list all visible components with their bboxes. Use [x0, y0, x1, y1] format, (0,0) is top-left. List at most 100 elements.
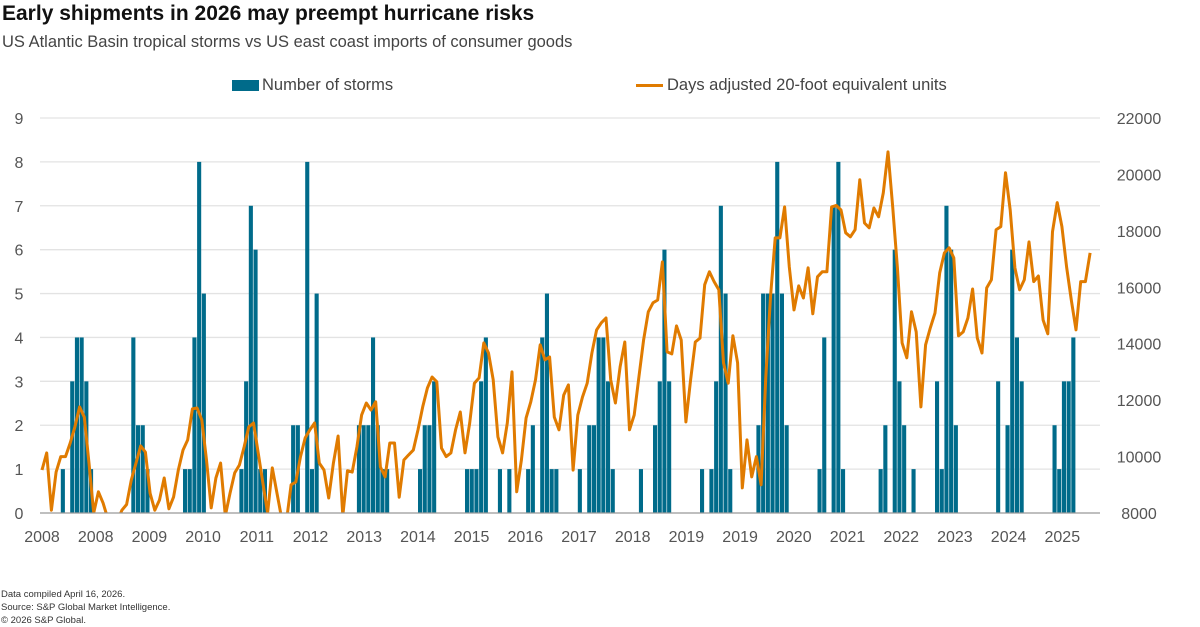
storm-bar	[427, 425, 432, 513]
left-axis-tick-label: 4	[15, 330, 24, 347]
storm-bar	[667, 381, 672, 513]
storm-bar	[765, 293, 770, 513]
left-axis-tick-label: 3	[15, 374, 24, 391]
footer-source: Source: S&P Global Market Intelligence.	[1, 602, 171, 613]
left-axis-tick-label: 5	[15, 287, 24, 304]
x-axis-tick-label: 2023	[937, 529, 973, 546]
storm-bar	[1010, 249, 1015, 513]
storm-bar	[469, 469, 474, 513]
storm-bar	[761, 293, 766, 513]
right-axis-tick-label: 16000	[1117, 280, 1162, 297]
storm-bar	[380, 469, 385, 513]
storm-bar	[314, 293, 319, 513]
storm-bar	[606, 381, 611, 513]
storm-bar	[356, 425, 361, 513]
storm-bar	[591, 425, 596, 513]
storm-bar	[601, 337, 606, 513]
storm-bar	[197, 161, 202, 513]
left-axis-tick-label: 7	[15, 199, 24, 216]
storm-bar	[192, 337, 197, 513]
storm-bar	[953, 425, 958, 513]
storm-bar	[784, 425, 789, 513]
teu-series-line	[40, 150, 1092, 513]
storm-bar	[1057, 469, 1062, 513]
storm-bar	[244, 381, 249, 513]
x-axis-tick-label: 2022	[883, 529, 919, 546]
storm-bar	[309, 469, 314, 513]
storm-bar	[530, 425, 535, 513]
storm-bar	[996, 381, 1001, 513]
storm-bar	[709, 469, 714, 513]
right-axis-tick-label: 10000	[1117, 450, 1162, 467]
left-axis-tick-label: 2	[15, 418, 24, 435]
storm-bar	[1071, 337, 1076, 513]
storm-bar	[497, 469, 502, 513]
storm-bar	[653, 425, 658, 513]
storm-bar	[70, 381, 75, 513]
storm-bar	[892, 249, 897, 513]
storm-bar	[638, 469, 643, 513]
storm-bar	[902, 425, 907, 513]
storm-bar	[549, 469, 554, 513]
storm-bar	[657, 381, 662, 513]
storm-bar	[201, 293, 206, 513]
storm-bar	[526, 469, 531, 513]
storm-bar	[418, 469, 423, 513]
storm-bar	[253, 249, 258, 513]
left-axis-tick-label: 0	[15, 506, 24, 523]
storm-bar	[779, 293, 784, 513]
x-axis-tick-label: 2008	[78, 529, 114, 546]
left-axis-tick-label: 9	[15, 111, 24, 128]
storm-bar	[662, 249, 667, 513]
x-axis-tick-label: 2024	[991, 529, 1027, 546]
right-axis-tick-label: 20000	[1117, 167, 1162, 184]
storm-bar	[939, 469, 944, 513]
storm-bar	[610, 469, 615, 513]
storm-bar	[60, 469, 65, 513]
right-axis-tick-label: 14000	[1117, 337, 1162, 354]
storm-bar	[587, 425, 592, 513]
storm-bar	[718, 205, 723, 513]
storm-bar	[385, 469, 390, 513]
storm-bar	[305, 161, 310, 513]
legend-item-storms: Number of storms	[232, 76, 393, 95]
storm-bar	[897, 381, 902, 513]
x-axis-tick-label: 2017	[561, 529, 597, 546]
storm-bar	[1019, 381, 1024, 513]
x-axis-tick-label: 2020	[776, 529, 812, 546]
storm-bar	[1052, 425, 1057, 513]
storm-bar	[507, 469, 512, 513]
storm-bar	[422, 425, 427, 513]
storm-bar	[836, 161, 841, 513]
storm-bar	[1014, 337, 1019, 513]
x-axis-tick-label: 2021	[830, 529, 866, 546]
storm-bar	[817, 469, 822, 513]
legend-swatch-bar	[232, 80, 259, 91]
storm-bar	[540, 337, 545, 513]
left-axis-tick-label: 6	[15, 243, 24, 260]
x-axis-tick-label: 2019	[669, 529, 705, 546]
storm-bar	[248, 205, 253, 513]
storm-bar	[911, 469, 916, 513]
storm-bar	[479, 381, 484, 513]
left-axis-tick-label: 8	[15, 155, 24, 172]
storm-bar	[1066, 381, 1071, 513]
legend-label-teu: Days adjusted 20-foot equivalent units	[667, 76, 947, 94]
x-axis-tick-label: 2016	[508, 529, 544, 546]
chart-title: Early shipments in 2026 may preempt hurr…	[2, 2, 535, 25]
storm-bar	[371, 337, 376, 513]
storm-bar	[775, 161, 780, 513]
storm-bar	[728, 469, 733, 513]
storm-bar	[577, 469, 582, 513]
storm-bar	[79, 337, 84, 513]
right-axis-tick-label: 22000	[1117, 111, 1162, 128]
x-axis-tick-label: 2015	[454, 529, 490, 546]
storm-bar	[465, 469, 470, 513]
left-axis-tick-label: 1	[15, 462, 24, 479]
storm-bar	[949, 249, 954, 513]
storm-bar	[935, 381, 940, 513]
storm-bar	[944, 205, 949, 513]
storm-bar	[145, 469, 150, 513]
storm-bar	[700, 469, 705, 513]
